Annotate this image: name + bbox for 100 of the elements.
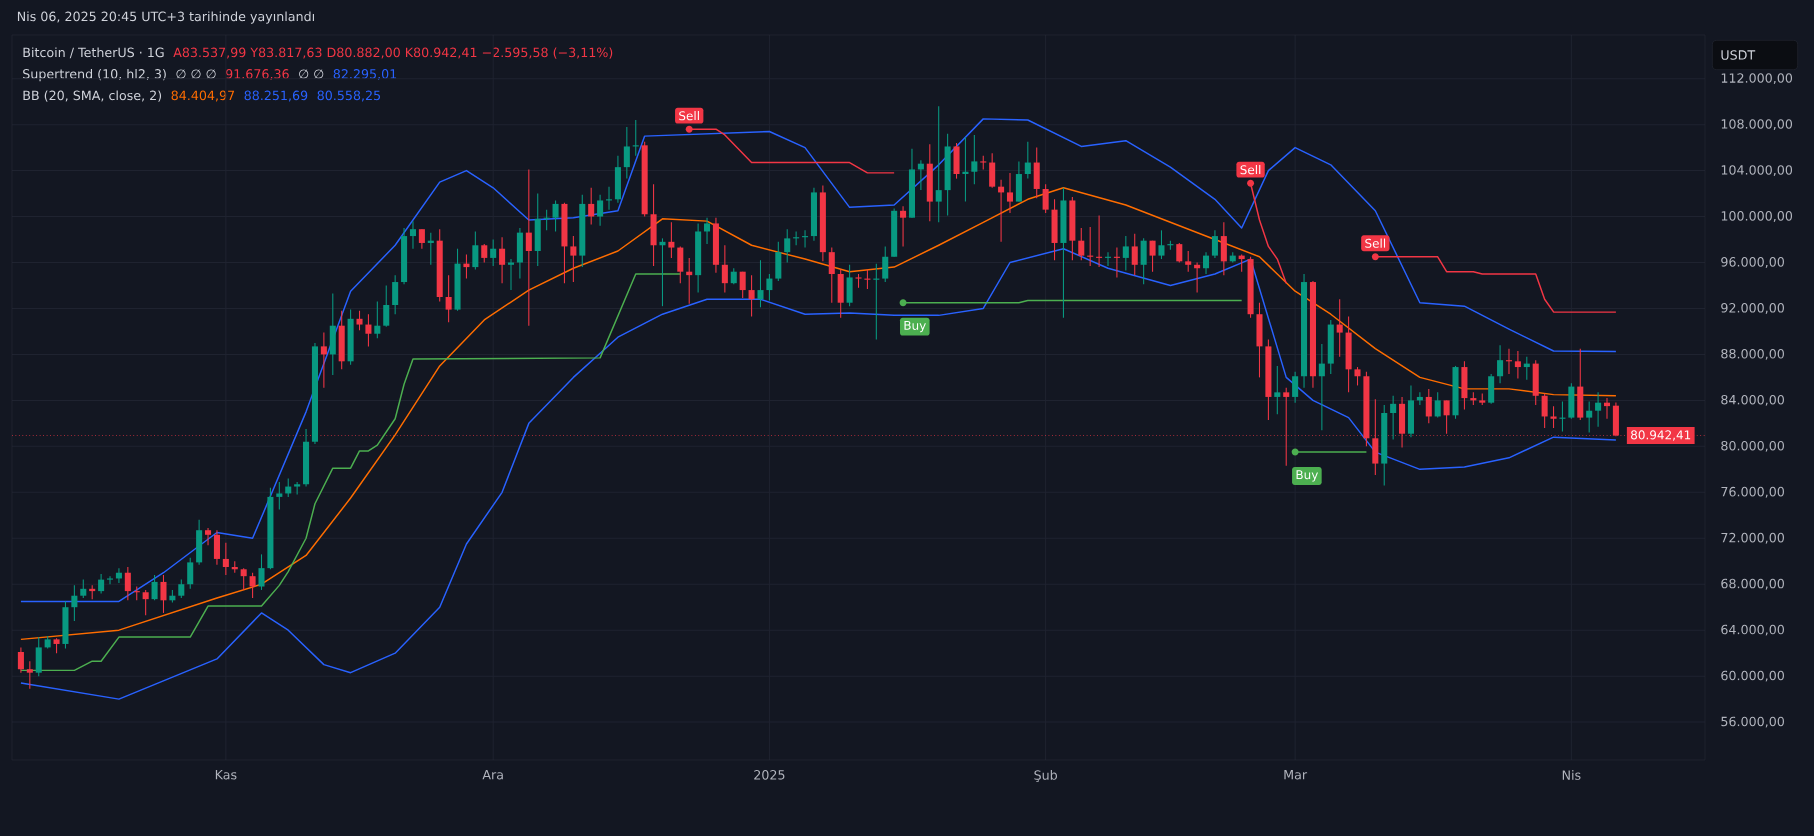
candlestick <box>1434 391 1441 419</box>
candlestick <box>258 553 265 591</box>
candlestick <box>249 572 256 599</box>
candlestick <box>1122 235 1129 272</box>
annotation: 80.558,25 <box>317 90 381 102</box>
y-tick-label: 64.000,00 <box>1721 624 1784 636</box>
annotation: Sell <box>1365 238 1386 248</box>
annotation: A83.537,99 Y83.817,63 D80.882,00 K80.942,41 −2.595,58 (−3,11%) <box>173 47 613 59</box>
candlestick <box>1514 350 1521 380</box>
candlestick <box>124 566 131 601</box>
candlestick <box>784 228 791 264</box>
candlestick <box>1586 400 1593 434</box>
candlestick <box>1185 250 1192 273</box>
annotation: 82.295,01 <box>333 69 397 80</box>
candlestick <box>1541 392 1548 429</box>
y-tick-label: 76.000,00 <box>1721 486 1784 498</box>
y-tick-label: 72.000,00 <box>1721 532 1784 544</box>
candlestick <box>1274 365 1281 415</box>
candlestick <box>499 236 506 284</box>
candlestick <box>392 274 399 315</box>
candlestick <box>142 589 149 616</box>
candlestick <box>106 575 114 585</box>
line-series <box>20 247 1617 700</box>
candlestick <box>659 237 666 307</box>
y-tick-label: 56.000,00 <box>1721 716 1784 728</box>
y-tick-label: 60.000,00 <box>1721 670 1784 682</box>
candlestick <box>1131 233 1138 276</box>
candlestick <box>588 187 595 226</box>
candlestick <box>383 284 390 328</box>
candlestick <box>71 584 78 622</box>
candlestick <box>1042 183 1049 214</box>
candlestick <box>1292 371 1299 404</box>
y-tick-label: 112.000,00 <box>1721 73 1793 85</box>
candlestick <box>222 542 229 576</box>
candlestick <box>1595 391 1602 428</box>
candlestick <box>294 481 301 496</box>
candlestick <box>721 244 728 293</box>
candlestick <box>668 221 675 259</box>
candlestick <box>748 274 755 318</box>
candlestick <box>26 660 33 690</box>
y-tick-label: 68.000,00 <box>1721 578 1784 590</box>
annotation: Sell <box>679 111 699 121</box>
candlestick <box>1550 405 1557 429</box>
candlestick <box>739 271 746 299</box>
candlestick <box>1202 251 1210 275</box>
candlestick <box>704 217 711 245</box>
candlestick <box>1158 229 1165 260</box>
candlestick <box>151 574 158 601</box>
candlestick <box>409 220 417 250</box>
x-tick-label: Ara <box>482 770 503 780</box>
y-tick-label: 100.000,00 <box>1721 211 1793 222</box>
candlestick <box>623 126 630 180</box>
point <box>899 299 907 307</box>
candlestick <box>481 243 488 264</box>
candlestick <box>490 238 497 267</box>
candlestick <box>276 481 283 511</box>
y-tick-label: 104.000,00 <box>1721 165 1793 177</box>
candlestick <box>17 646 24 674</box>
candlestick <box>1024 141 1031 180</box>
annotation: 84.404,97 <box>171 90 235 102</box>
candlestick <box>1443 399 1450 435</box>
candlestick <box>525 168 532 327</box>
candlestick <box>1078 227 1085 261</box>
y-tick-label: 88.000,00 <box>1721 348 1784 360</box>
candlestick <box>1497 344 1504 384</box>
y-axis-title: USDT <box>1721 50 1756 60</box>
candlestick <box>1283 387 1290 467</box>
candlestick <box>900 205 907 247</box>
chart-subtitle: Nis 06, 2025 20:45 UTC+3 tarihinde yayınlandı <box>17 11 314 24</box>
candlestick <box>757 259 764 308</box>
candlestick <box>570 235 577 283</box>
x-tick-label: Kas <box>215 770 237 780</box>
candlestick <box>1149 240 1156 273</box>
candlestick <box>828 247 835 304</box>
candlestick <box>240 567 247 591</box>
x-tick-label: Mar <box>1284 770 1308 780</box>
candlestick <box>365 313 372 347</box>
candlestick <box>1354 366 1361 386</box>
annotation: Buy <box>904 320 926 333</box>
candlestick <box>472 230 479 270</box>
candlestick <box>374 301 381 339</box>
candlestick <box>1336 298 1343 358</box>
text: Bitcoin / TetherUS · 1G <box>23 47 164 59</box>
annotation: 80.942,41 <box>1631 430 1691 441</box>
annotation: Supertrend (10, hl2, 3) <box>23 68 166 82</box>
y-tick-label: 96.000,00 <box>1721 257 1784 268</box>
candlestick <box>1006 172 1014 214</box>
y-tick-label: 80.000,00 <box>1721 440 1784 452</box>
candlestick <box>160 574 167 614</box>
y-tick-label: 84.000,00 <box>1721 394 1784 406</box>
candlestick <box>418 228 425 250</box>
candlestick <box>205 527 212 546</box>
candlestick <box>1176 242 1183 264</box>
x-tick-label: Şub <box>1034 770 1058 783</box>
annotation: Buy <box>1296 470 1318 482</box>
candlestick <box>935 105 942 223</box>
candlestick <box>187 557 194 590</box>
candlestick <box>552 199 559 233</box>
annotation: 91.676,36 <box>225 69 289 80</box>
point <box>685 125 693 133</box>
